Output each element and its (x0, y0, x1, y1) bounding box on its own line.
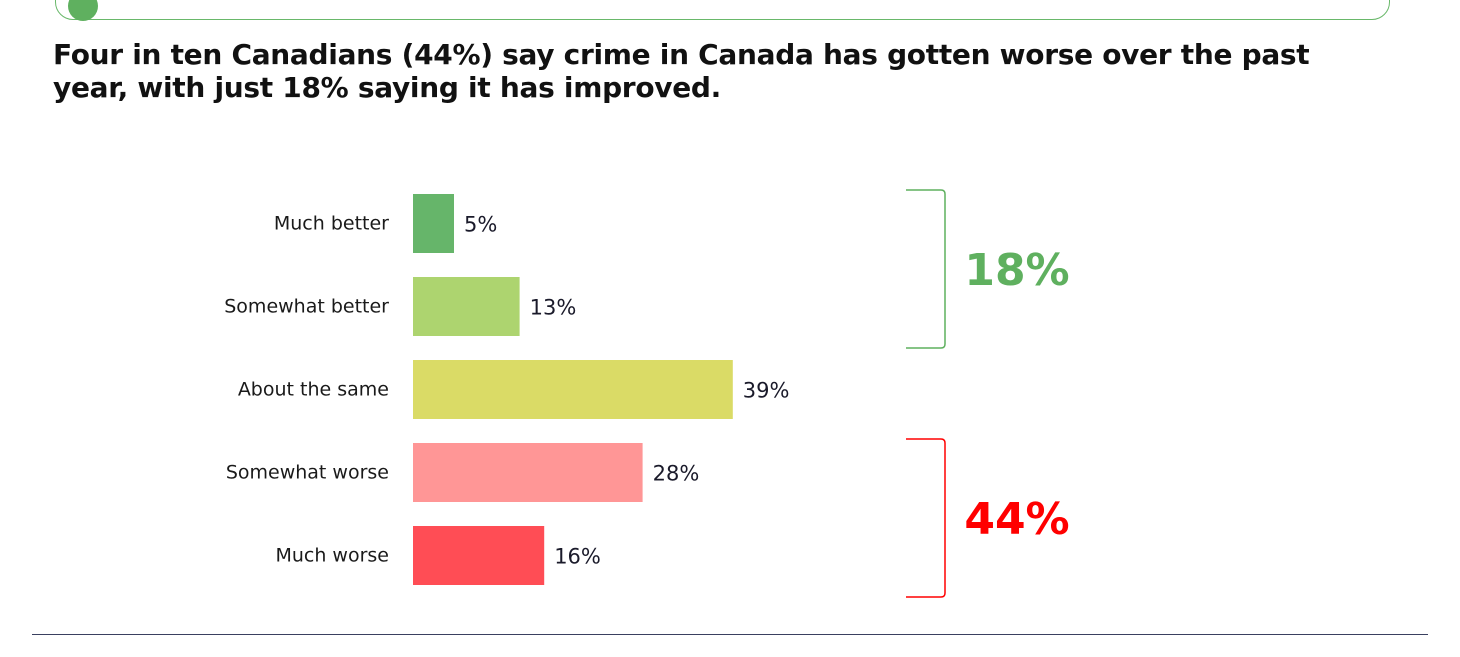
group-total-worse: 44% (964, 494, 1069, 545)
value-label-somewhat-better: 13% (530, 296, 577, 320)
chart-headline: Four in ten Canadians (44%) say crime in… (53, 38, 1310, 104)
bracket-worse (906, 438, 946, 598)
category-label-much-better: Much better (274, 213, 389, 235)
bar-somewhat-better (413, 277, 520, 336)
value-label-somewhat-worse: 28% (653, 462, 700, 486)
value-label-much-better: 5% (464, 213, 497, 237)
bar-somewhat-worse (413, 443, 643, 502)
category-label-somewhat-better: Somewhat better (224, 296, 389, 318)
category-label-much-worse: Much worse (275, 545, 389, 567)
bar-about-the-same (413, 360, 733, 419)
value-label-about-the-same: 39% (743, 379, 790, 403)
value-label-much-worse: 16% (554, 545, 601, 569)
category-label-about-the-same: About the same (238, 379, 389, 401)
logo-icon (68, 0, 98, 21)
group-total-better: 18% (964, 245, 1069, 296)
bracket-better (906, 189, 946, 349)
bar-much-better (413, 194, 454, 253)
bottom-divider (32, 634, 1428, 635)
bar-much-worse (413, 526, 545, 585)
category-label-somewhat-worse: Somewhat worse (226, 462, 389, 484)
